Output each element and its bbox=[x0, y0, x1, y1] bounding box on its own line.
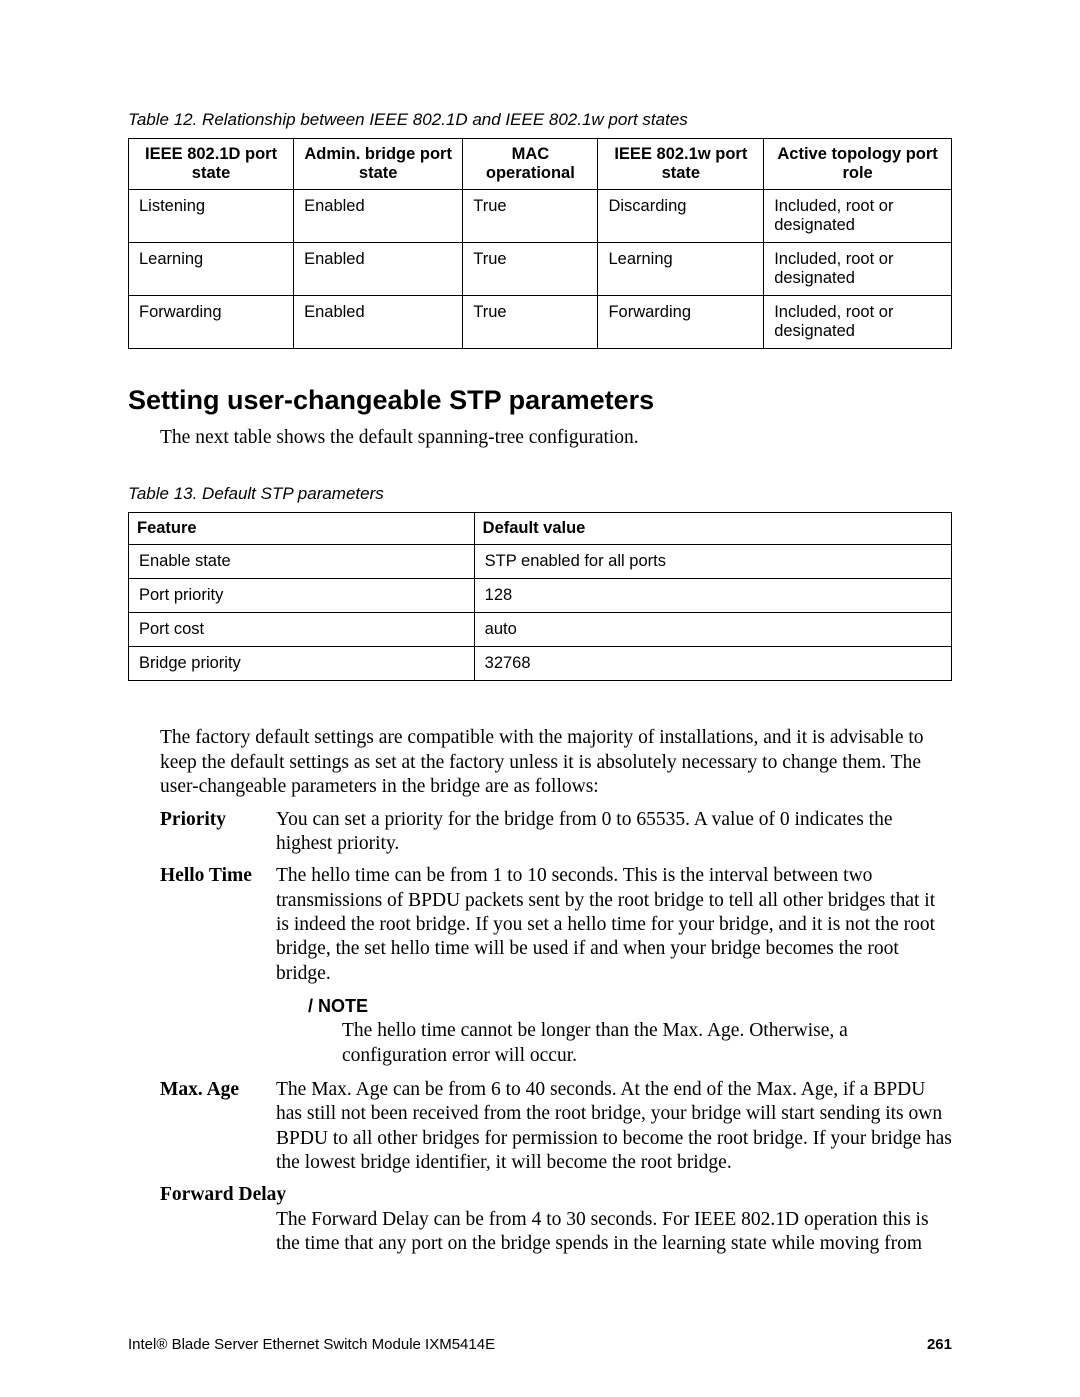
t12-h4: Active topology port role bbox=[764, 139, 952, 190]
table-row: Learning Enabled True Learning Included,… bbox=[129, 243, 952, 296]
definition-list: Priority You can set a priority for the … bbox=[160, 808, 952, 1257]
t13-h0: Feature bbox=[129, 513, 475, 545]
t12-h2: MAC operational bbox=[463, 139, 598, 190]
t13-h1: Default value bbox=[474, 513, 951, 545]
note-heading: / NOTE bbox=[308, 996, 952, 1017]
page: Table 12. Relationship between IEEE 802.… bbox=[0, 0, 1080, 1397]
intro-text: The next table shows the default spannin… bbox=[160, 426, 952, 450]
table-row: Forwarding Enabled True Forwarding Inclu… bbox=[129, 296, 952, 349]
table12: IEEE 802.1D port state Admin. bridge por… bbox=[128, 138, 952, 349]
table-row: Bridge priority 32768 bbox=[129, 647, 952, 681]
def-term: Hello Time bbox=[160, 864, 276, 986]
table-row: Port priority 128 bbox=[129, 579, 952, 613]
page-number: 261 bbox=[927, 1336, 952, 1353]
footer-product: Intel® Blade Server Ethernet Switch Modu… bbox=[128, 1336, 495, 1353]
table-row: Listening Enabled True Discarding Includ… bbox=[129, 190, 952, 243]
t12-h1: Admin. bridge port state bbox=[294, 139, 463, 190]
def-hello-time: Hello Time The hello time can be from 1 … bbox=[160, 864, 952, 986]
table13-caption: Table 13. Default STP parameters bbox=[128, 484, 952, 504]
note-block: / NOTE The hello time cannot be longer t… bbox=[308, 996, 952, 1068]
table-row: Port cost auto bbox=[129, 613, 952, 647]
def-text: The Forward Delay can be from 4 to 30 se… bbox=[276, 1208, 952, 1257]
table13: Feature Default value Enable state STP e… bbox=[128, 512, 952, 681]
def-term: Priority bbox=[160, 808, 276, 857]
def-term: Forward Delay bbox=[160, 1183, 952, 1207]
def-forward-delay: Forward Delay The Forward Delay can be f… bbox=[160, 1183, 952, 1256]
note-text: The hello time cannot be longer than the… bbox=[342, 1019, 952, 1068]
t12-h0: IEEE 802.1D port state bbox=[129, 139, 294, 190]
section-heading: Setting user-changeable STP parameters bbox=[128, 385, 952, 416]
def-term: Max. Age bbox=[160, 1078, 276, 1176]
def-text: You can set a priority for the bridge fr… bbox=[276, 808, 952, 857]
t12-h3: IEEE 802.1w port state bbox=[598, 139, 764, 190]
def-max-age: Max. Age The Max. Age can be from 6 to 4… bbox=[160, 1078, 952, 1176]
def-text: The hello time can be from 1 to 10 secon… bbox=[276, 864, 952, 986]
footer: Intel® Blade Server Ethernet Switch Modu… bbox=[128, 1336, 952, 1353]
table-row: Enable state STP enabled for all ports bbox=[129, 545, 952, 579]
table12-caption: Table 12. Relationship between IEEE 802.… bbox=[128, 110, 952, 130]
factory-paragraph: The factory default settings are compati… bbox=[160, 726, 952, 799]
def-priority: Priority You can set a priority for the … bbox=[160, 808, 952, 857]
def-text: The Max. Age can be from 6 to 40 seconds… bbox=[276, 1078, 952, 1176]
